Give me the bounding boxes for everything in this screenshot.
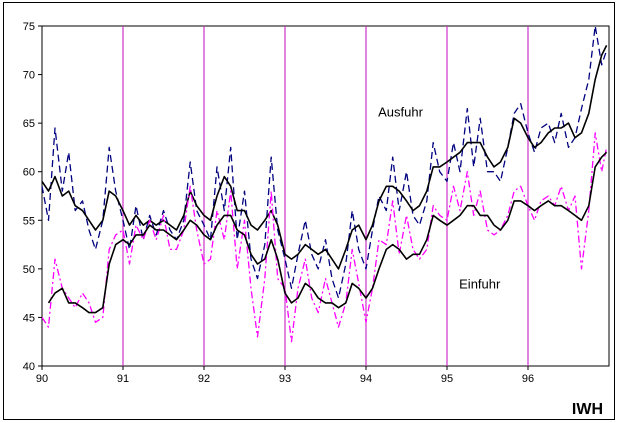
year-divider-lines	[122, 26, 529, 366]
series-layer	[41, 25, 608, 343]
axes	[38, 25, 529, 370]
y-tick-label-75: 75	[23, 21, 35, 33]
x-tick-label-92: 92	[198, 373, 210, 385]
y-tick-label-70: 70	[23, 70, 35, 82]
y-tick-label-50: 50	[23, 264, 35, 276]
x-tick-label-96: 96	[522, 373, 534, 385]
plot-area-border	[41, 25, 610, 367]
y-tick-label-60: 60	[23, 167, 35, 179]
series-line-4	[47, 151, 608, 314]
brand-logo-text: IWH	[572, 401, 603, 418]
annotation-ausfuhr: Ausfuhr	[378, 104, 423, 119]
annotation-einfuhr: Einfuhr	[459, 276, 501, 291]
annotations: Ausfuhr Einfuhr	[378, 104, 501, 291]
plot-area	[41, 25, 610, 367]
series-line-3	[41, 132, 608, 343]
series-line-1	[41, 25, 608, 299]
y-tick-label-65: 65	[23, 118, 35, 130]
x-tick-label-90: 90	[36, 373, 48, 385]
tick-labels: 40 45 50 55 60 65 70 75 90 91 92 93 94 95 96	[23, 21, 534, 385]
y-tick-label-40: 40	[23, 361, 35, 373]
series-line-2	[41, 45, 608, 270]
x-tick-label-95: 95	[441, 373, 453, 385]
x-tick-label-94: 94	[360, 373, 372, 385]
y-tick-label-45: 45	[23, 312, 35, 324]
y-tick-label-55: 55	[23, 215, 35, 227]
x-tick-label-91: 91	[117, 373, 129, 385]
x-tick-label-93: 93	[279, 373, 291, 385]
